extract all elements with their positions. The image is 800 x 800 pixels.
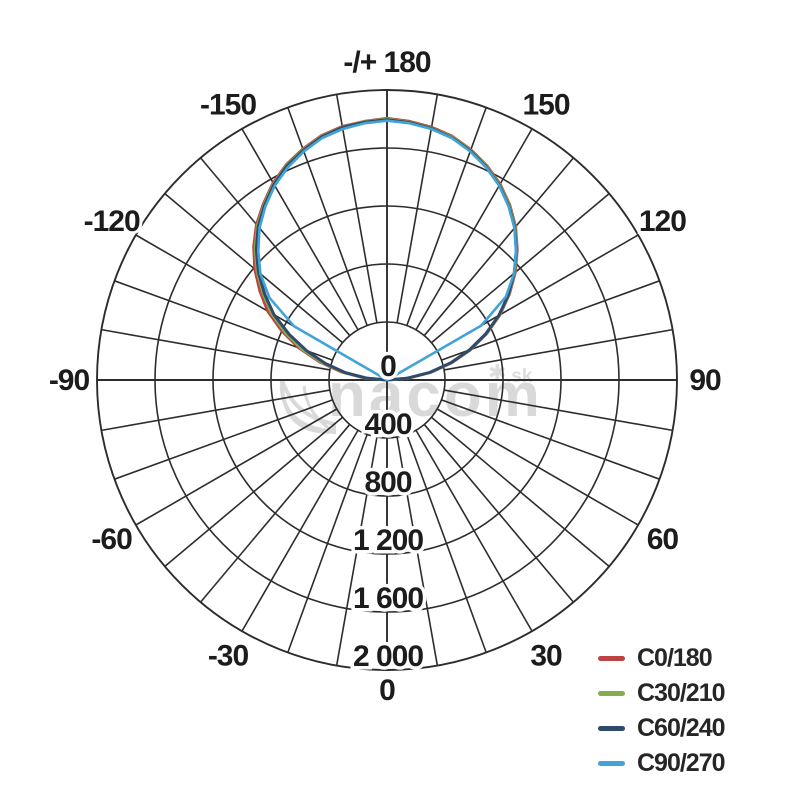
- legend-label: C60/240: [637, 713, 726, 742]
- angle-labels: 0 30 60 90 120 150 -/+ 180 -150 -120 -90 -60 -30: [46, 43, 725, 710]
- legend-item-c60-240: C60/240: [598, 713, 726, 742]
- legend-color-dash: [598, 760, 625, 766]
- legend-item-c0-180: C0/180: [598, 643, 725, 672]
- svg-text:400: 400: [364, 408, 411, 441]
- svg-text:30: 30: [530, 639, 562, 672]
- svg-text:-90: -90: [49, 364, 90, 397]
- svg-text:-/+ 180: -/+ 180: [343, 46, 431, 79]
- legend-item-c90-270: C90/270: [598, 748, 726, 777]
- svg-text:150: 150: [522, 89, 569, 122]
- legend-color-dash: [598, 655, 625, 661]
- legend-label: C90/270: [637, 748, 726, 777]
- legend-color-dash: [598, 725, 625, 731]
- grid-spokes: [101, 94, 673, 666]
- svg-text:90: 90: [689, 364, 721, 397]
- svg-text:-120: -120: [84, 205, 140, 238]
- legend-label: C30/210: [637, 678, 726, 707]
- svg-text:0: 0: [379, 674, 395, 707]
- svg-text:120: 120: [639, 205, 686, 238]
- svg-text:-30: -30: [208, 639, 249, 672]
- svg-text:2 000: 2 000: [353, 640, 423, 673]
- svg-text:1 200: 1 200: [353, 524, 423, 557]
- legend-color-dash: [598, 690, 625, 696]
- curve-C90-270: [257, 119, 518, 382]
- legend-label: C0/180: [637, 643, 713, 672]
- svg-text:-150: -150: [200, 89, 256, 122]
- legend-item-c30-210: C30/210: [598, 678, 726, 707]
- svg-text:60: 60: [647, 523, 679, 556]
- ring-labels: 0 400 800 1 200 1 600 2 000: [349, 347, 427, 677]
- svg-text:0: 0: [380, 350, 396, 383]
- svg-text:-60: -60: [91, 523, 132, 556]
- svg-text:800: 800: [364, 466, 411, 499]
- legend: C0/180 C30/210 C60/240 C90/270: [598, 643, 726, 777]
- svg-text:1 600: 1 600: [353, 582, 423, 615]
